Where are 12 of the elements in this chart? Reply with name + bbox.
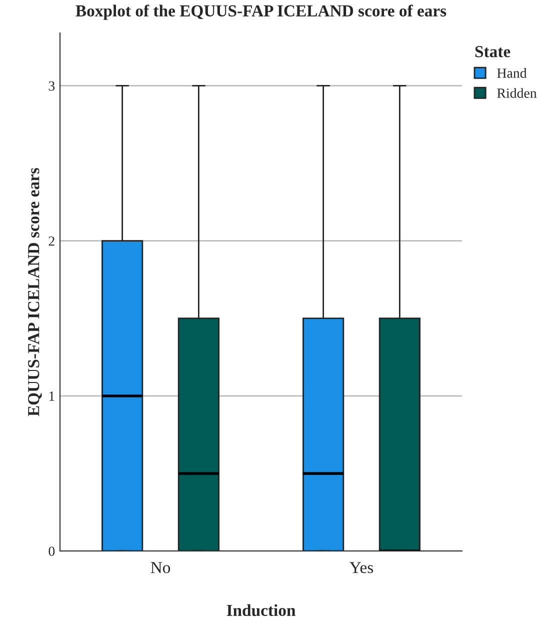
y-tick-label: 2 bbox=[48, 236, 54, 246]
legend-title: State bbox=[475, 46, 510, 58]
x-tick-label: Yes bbox=[350, 562, 374, 574]
legend-label: Ridden bbox=[497, 88, 537, 98]
x-axis-title: Induction bbox=[226, 604, 296, 616]
x-tick-label: No bbox=[150, 562, 170, 574]
y-tick-label: 3 bbox=[48, 81, 55, 91]
legend-label: Hand bbox=[497, 68, 527, 78]
y-tick-label: 0 bbox=[48, 546, 55, 556]
y-axis-title: EQUUS-FAP ICELAND score ears bbox=[28, 168, 42, 416]
chart-title: Boxplot of the EQUUS-FAP ICELAND score of ears bbox=[76, 4, 446, 20]
y-tick-label: 1 bbox=[49, 392, 54, 401]
